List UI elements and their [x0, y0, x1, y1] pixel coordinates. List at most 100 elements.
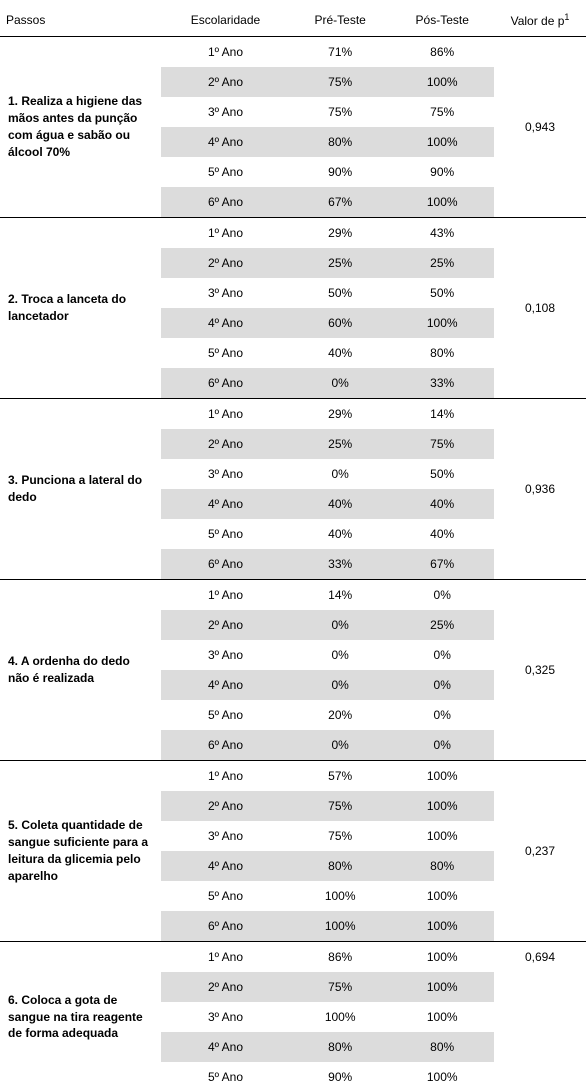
cell-pre: 40% — [290, 338, 390, 368]
cell-pos: 0% — [390, 700, 494, 730]
cell-escolaridade: 6º Ano — [161, 368, 290, 399]
cell-pre: 29% — [290, 399, 390, 430]
col-passos: Passos — [0, 4, 161, 37]
cell-pos: 0% — [390, 580, 494, 611]
cell-pos: 0% — [390, 730, 494, 761]
cell-pre: 75% — [290, 791, 390, 821]
col-pvalue-label: Valor de p — [511, 14, 565, 28]
cell-escolaridade: 1º Ano — [161, 218, 290, 249]
cell-pre: 80% — [290, 1032, 390, 1062]
cell-pre: 80% — [290, 851, 390, 881]
cell-pre: 80% — [290, 127, 390, 157]
cell-escolaridade: 4º Ano — [161, 489, 290, 519]
cell-escolaridade: 3º Ano — [161, 278, 290, 308]
step-label: 3. Punciona a lateral do dedo — [0, 399, 161, 580]
cell-pos: 100% — [390, 942, 494, 973]
cell-pos: 100% — [390, 1062, 494, 1092]
cell-pos: 100% — [390, 821, 494, 851]
cell-pre: 25% — [290, 248, 390, 278]
cell-escolaridade: 5º Ano — [161, 881, 290, 911]
cell-pre: 14% — [290, 580, 390, 611]
cell-pos: 0% — [390, 640, 494, 670]
cell-pos: 100% — [390, 127, 494, 157]
cell-pos: 100% — [390, 308, 494, 338]
cell-pvalue: 0,943 — [494, 37, 586, 218]
cell-pre: 75% — [290, 821, 390, 851]
col-pre: Pré-Teste — [290, 4, 390, 37]
cell-escolaridade: 3º Ano — [161, 821, 290, 851]
cell-pos: 90% — [390, 157, 494, 187]
cell-pvalue: 0,237 — [494, 761, 586, 942]
cell-pos: 100% — [390, 911, 494, 942]
cell-pre: 100% — [290, 911, 390, 942]
col-pvalue: Valor de p1 — [494, 4, 586, 37]
cell-escolaridade: 5º Ano — [161, 157, 290, 187]
cell-pos: 80% — [390, 338, 494, 368]
cell-pos: 0% — [390, 670, 494, 700]
cell-pos: 67% — [390, 549, 494, 580]
cell-pos: 80% — [390, 851, 494, 881]
cell-pos: 33% — [390, 368, 494, 399]
cell-pre: 29% — [290, 218, 390, 249]
cell-pos: 75% — [390, 97, 494, 127]
cell-escolaridade: 6º Ano — [161, 187, 290, 218]
col-pos: Pós-Teste — [390, 4, 494, 37]
table-row: 6. Coloca a gota de sangue na tira reage… — [0, 942, 586, 973]
cell-escolaridade: 5º Ano — [161, 338, 290, 368]
cell-pos: 100% — [390, 67, 494, 97]
step-label: 1. Realiza a higiene das mãos antes da p… — [0, 37, 161, 218]
step-label: 2. Troca a lanceta do lancetador — [0, 218, 161, 399]
cell-pos: 50% — [390, 459, 494, 489]
cell-pre: 100% — [290, 1002, 390, 1032]
cell-pre: 75% — [290, 67, 390, 97]
cell-escolaridade: 4º Ano — [161, 1032, 290, 1062]
cell-escolaridade: 1º Ano — [161, 580, 290, 611]
step-label: 4. A ordenha do dedo não é realizada — [0, 580, 161, 761]
cell-pre: 33% — [290, 549, 390, 580]
table-row: 4. A ordenha do dedo não é realizada1º A… — [0, 580, 586, 611]
cell-pre: 0% — [290, 640, 390, 670]
cell-pvalue: 0,108 — [494, 218, 586, 399]
data-table: Passos Escolaridade Pré-Teste Pós-Teste … — [0, 4, 586, 1092]
cell-escolaridade: 6º Ano — [161, 730, 290, 761]
cell-pos: 75% — [390, 429, 494, 459]
table-row: 3. Punciona a lateral do dedo1º Ano29%14… — [0, 399, 586, 430]
cell-escolaridade: 3º Ano — [161, 640, 290, 670]
cell-escolaridade: 5º Ano — [161, 1062, 290, 1092]
cell-pos: 100% — [390, 1002, 494, 1032]
cell-pre: 25% — [290, 429, 390, 459]
cell-pre: 40% — [290, 489, 390, 519]
cell-pre: 90% — [290, 157, 390, 187]
cell-pos: 40% — [390, 519, 494, 549]
cell-pos: 100% — [390, 791, 494, 821]
cell-escolaridade: 1º Ano — [161, 399, 290, 430]
cell-escolaridade: 6º Ano — [161, 549, 290, 580]
cell-pre: 40% — [290, 519, 390, 549]
cell-pos: 25% — [390, 610, 494, 640]
cell-pre: 0% — [290, 730, 390, 761]
cell-escolaridade: 3º Ano — [161, 459, 290, 489]
table-row: 2. Troca a lanceta do lancetador1º Ano29… — [0, 218, 586, 249]
cell-pos: 80% — [390, 1032, 494, 1062]
header-row: Passos Escolaridade Pré-Teste Pós-Teste … — [0, 4, 586, 37]
cell-pre: 0% — [290, 670, 390, 700]
cell-pre: 20% — [290, 700, 390, 730]
col-escolaridade: Escolaridade — [161, 4, 290, 37]
cell-pre: 0% — [290, 459, 390, 489]
cell-pre: 67% — [290, 187, 390, 218]
cell-pre: 57% — [290, 761, 390, 792]
cell-escolaridade: 5º Ano — [161, 700, 290, 730]
cell-pvalue: 0,936 — [494, 399, 586, 580]
cell-escolaridade: 3º Ano — [161, 97, 290, 127]
cell-escolaridade: 3º Ano — [161, 1002, 290, 1032]
cell-escolaridade: 4º Ano — [161, 851, 290, 881]
step-label: 5. Coleta quantidade de sangue suficient… — [0, 761, 161, 942]
cell-escolaridade: 5º Ano — [161, 519, 290, 549]
table-row: 1. Realiza a higiene das mãos antes da p… — [0, 37, 586, 68]
cell-escolaridade: 2º Ano — [161, 429, 290, 459]
cell-escolaridade: 1º Ano — [161, 942, 290, 973]
cell-pos: 43% — [390, 218, 494, 249]
cell-escolaridade: 6º Ano — [161, 911, 290, 942]
cell-pre: 86% — [290, 942, 390, 973]
cell-escolaridade: 1º Ano — [161, 37, 290, 68]
